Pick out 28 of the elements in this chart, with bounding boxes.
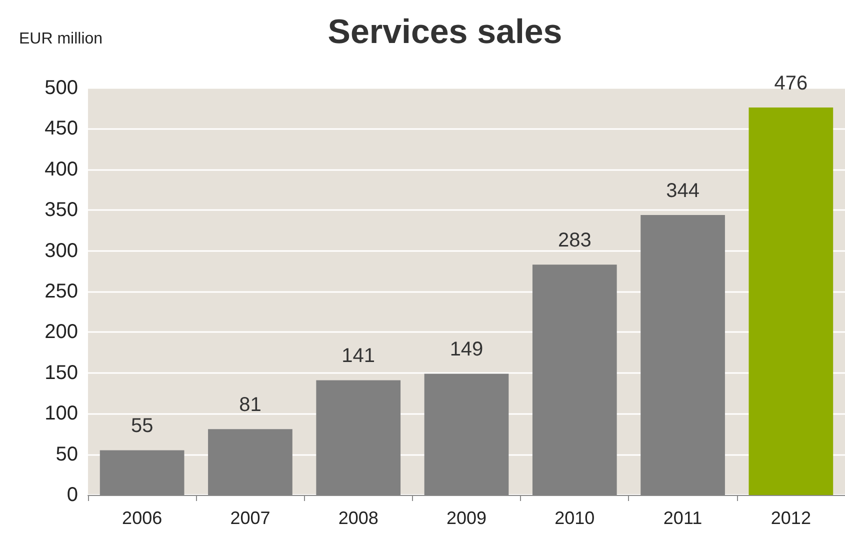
y-tick-label: 0 bbox=[66, 484, 78, 506]
x-tick-label: 2007 bbox=[230, 508, 270, 528]
x-tick-label: 2009 bbox=[446, 508, 487, 528]
y-tick-label: 400 bbox=[44, 158, 78, 180]
x-tick-label: 2008 bbox=[338, 508, 378, 528]
data-label: 141 bbox=[342, 345, 376, 368]
y-tick-label: 150 bbox=[44, 362, 78, 384]
data-label: 55 bbox=[130, 415, 154, 438]
y-tick-label: 100 bbox=[44, 402, 78, 425]
x-tick-label: 2010 bbox=[554, 508, 595, 528]
data-label: 476 bbox=[774, 72, 808, 95]
y-tick-label: 300 bbox=[44, 240, 78, 262]
y-tick-label: 350 bbox=[44, 199, 78, 222]
y-tick-label: 250 bbox=[44, 280, 78, 302]
data-label: 283 bbox=[558, 230, 592, 252]
data-label: 344 bbox=[666, 180, 700, 202]
data-label: 149 bbox=[450, 338, 484, 361]
x-tick-label: 2006 bbox=[122, 508, 162, 528]
y-tick-label: 500 bbox=[44, 77, 78, 99]
bar bbox=[748, 108, 834, 495]
chart-title: Services sales bbox=[328, 13, 562, 51]
data-label: 81 bbox=[239, 394, 262, 416]
y-axis-title: EUR million bbox=[19, 30, 103, 48]
y-tick-label: 200 bbox=[44, 321, 78, 344]
x-tick-label: 2011 bbox=[663, 508, 702, 528]
y-tick-label: 450 bbox=[44, 118, 78, 140]
x-tick-label: 2012 bbox=[770, 508, 811, 528]
y-tick-label: 50 bbox=[56, 443, 78, 466]
